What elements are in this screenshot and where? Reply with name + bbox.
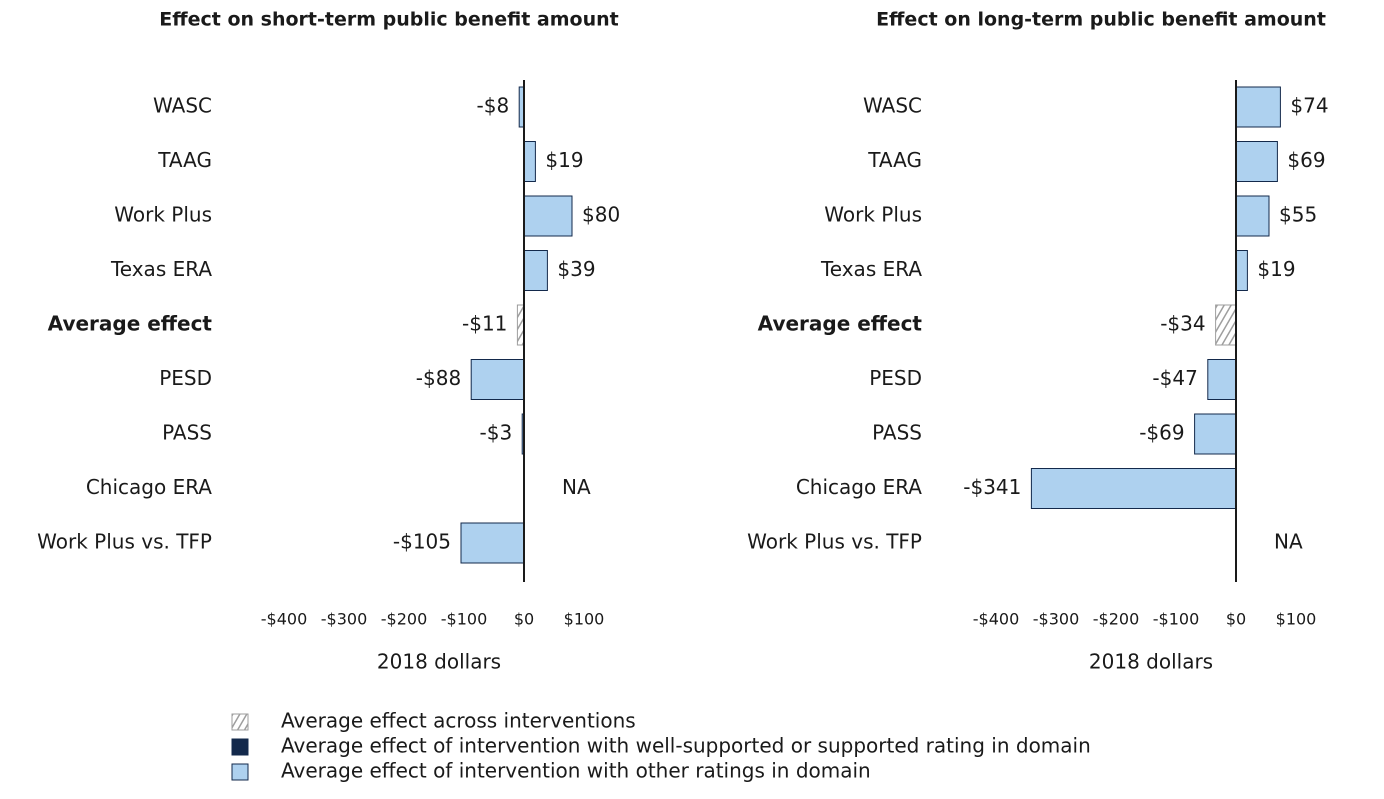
bar [1235, 250, 1248, 291]
value-label: $74 [1290, 94, 1328, 118]
legend-label: Average effect of intervention with othe… [281, 759, 871, 783]
bar [1194, 413, 1237, 455]
value-label: -$3 [480, 421, 513, 445]
bar [523, 250, 548, 291]
x-tick-label: $100 [1276, 610, 1317, 629]
x-tick-label: -$100 [441, 610, 488, 629]
x-tick-label: -$300 [1033, 610, 1080, 629]
x-tick-label: $0 [514, 610, 534, 629]
category-label: PASS [162, 421, 212, 445]
category-label: PESD [159, 366, 212, 390]
category-label: Work Plus vs. TFP [747, 530, 922, 554]
category-label: Average effect [758, 312, 923, 336]
value-label: $39 [557, 257, 595, 281]
value-label: -$69 [1139, 421, 1184, 445]
value-label: $80 [582, 203, 620, 227]
bar [460, 522, 525, 564]
bar [1215, 304, 1237, 346]
x-tick-label: -$200 [1093, 610, 1140, 629]
value-label: $19 [545, 148, 583, 172]
value-label: -$8 [477, 94, 510, 118]
bar [523, 141, 536, 182]
legend-swatch [231, 738, 249, 756]
bar [1030, 468, 1237, 509]
category-label: TAAG [157, 148, 212, 172]
category-label: Work Plus vs. TFP [37, 530, 212, 554]
x-axis-label: 2018 dollars [377, 650, 501, 674]
category-label: Work Plus [114, 203, 212, 227]
category-label: WASC [153, 94, 212, 118]
x-tick-label: -$100 [1153, 610, 1200, 629]
x-tick-label: $100 [564, 610, 605, 629]
value-label: -$88 [416, 366, 461, 390]
value-label: NA [562, 475, 591, 499]
category-label: Chicago ERA [796, 475, 922, 499]
value-label: $55 [1279, 203, 1317, 227]
category-label: Texas ERA [820, 257, 922, 281]
value-label: NA [1274, 530, 1303, 554]
category-label: PASS [872, 421, 922, 445]
category-label: TAAG [867, 148, 922, 172]
value-label: $19 [1257, 257, 1295, 281]
legend-label: Average effect of intervention with well… [281, 734, 1091, 758]
value-label: -$47 [1152, 366, 1197, 390]
legend-swatch [231, 763, 249, 781]
bar [1207, 359, 1237, 400]
bar [523, 195, 573, 237]
x-tick-label: -$200 [381, 610, 428, 629]
value-label: -$105 [393, 530, 451, 554]
legend-swatch [231, 713, 249, 731]
bar [1235, 86, 1281, 128]
category-label: WASC [863, 94, 922, 118]
chart-title: Effect on short-term public benefit amou… [159, 9, 619, 31]
bar [1235, 195, 1270, 237]
value-label: $69 [1287, 148, 1325, 172]
value-label: -$34 [1160, 312, 1205, 336]
legend-label: Average effect across interventions [281, 709, 636, 733]
value-label: -$11 [462, 312, 507, 336]
category-label: Texas ERA [110, 257, 212, 281]
x-tick-label: -$300 [321, 610, 368, 629]
x-axis-label: 2018 dollars [1089, 650, 1213, 674]
chart-title: Effect on long-term public benefit amoun… [876, 9, 1326, 31]
category-label: Chicago ERA [86, 475, 212, 499]
category-label: PESD [869, 366, 922, 390]
x-tick-label: $0 [1226, 610, 1246, 629]
category-label: Work Plus [824, 203, 922, 227]
value-label: -$341 [963, 475, 1021, 499]
bar [470, 359, 525, 400]
bar [1235, 141, 1278, 182]
x-tick-label: -$400 [261, 610, 308, 629]
category-label: Average effect [48, 312, 213, 336]
x-tick-label: -$400 [973, 610, 1020, 629]
